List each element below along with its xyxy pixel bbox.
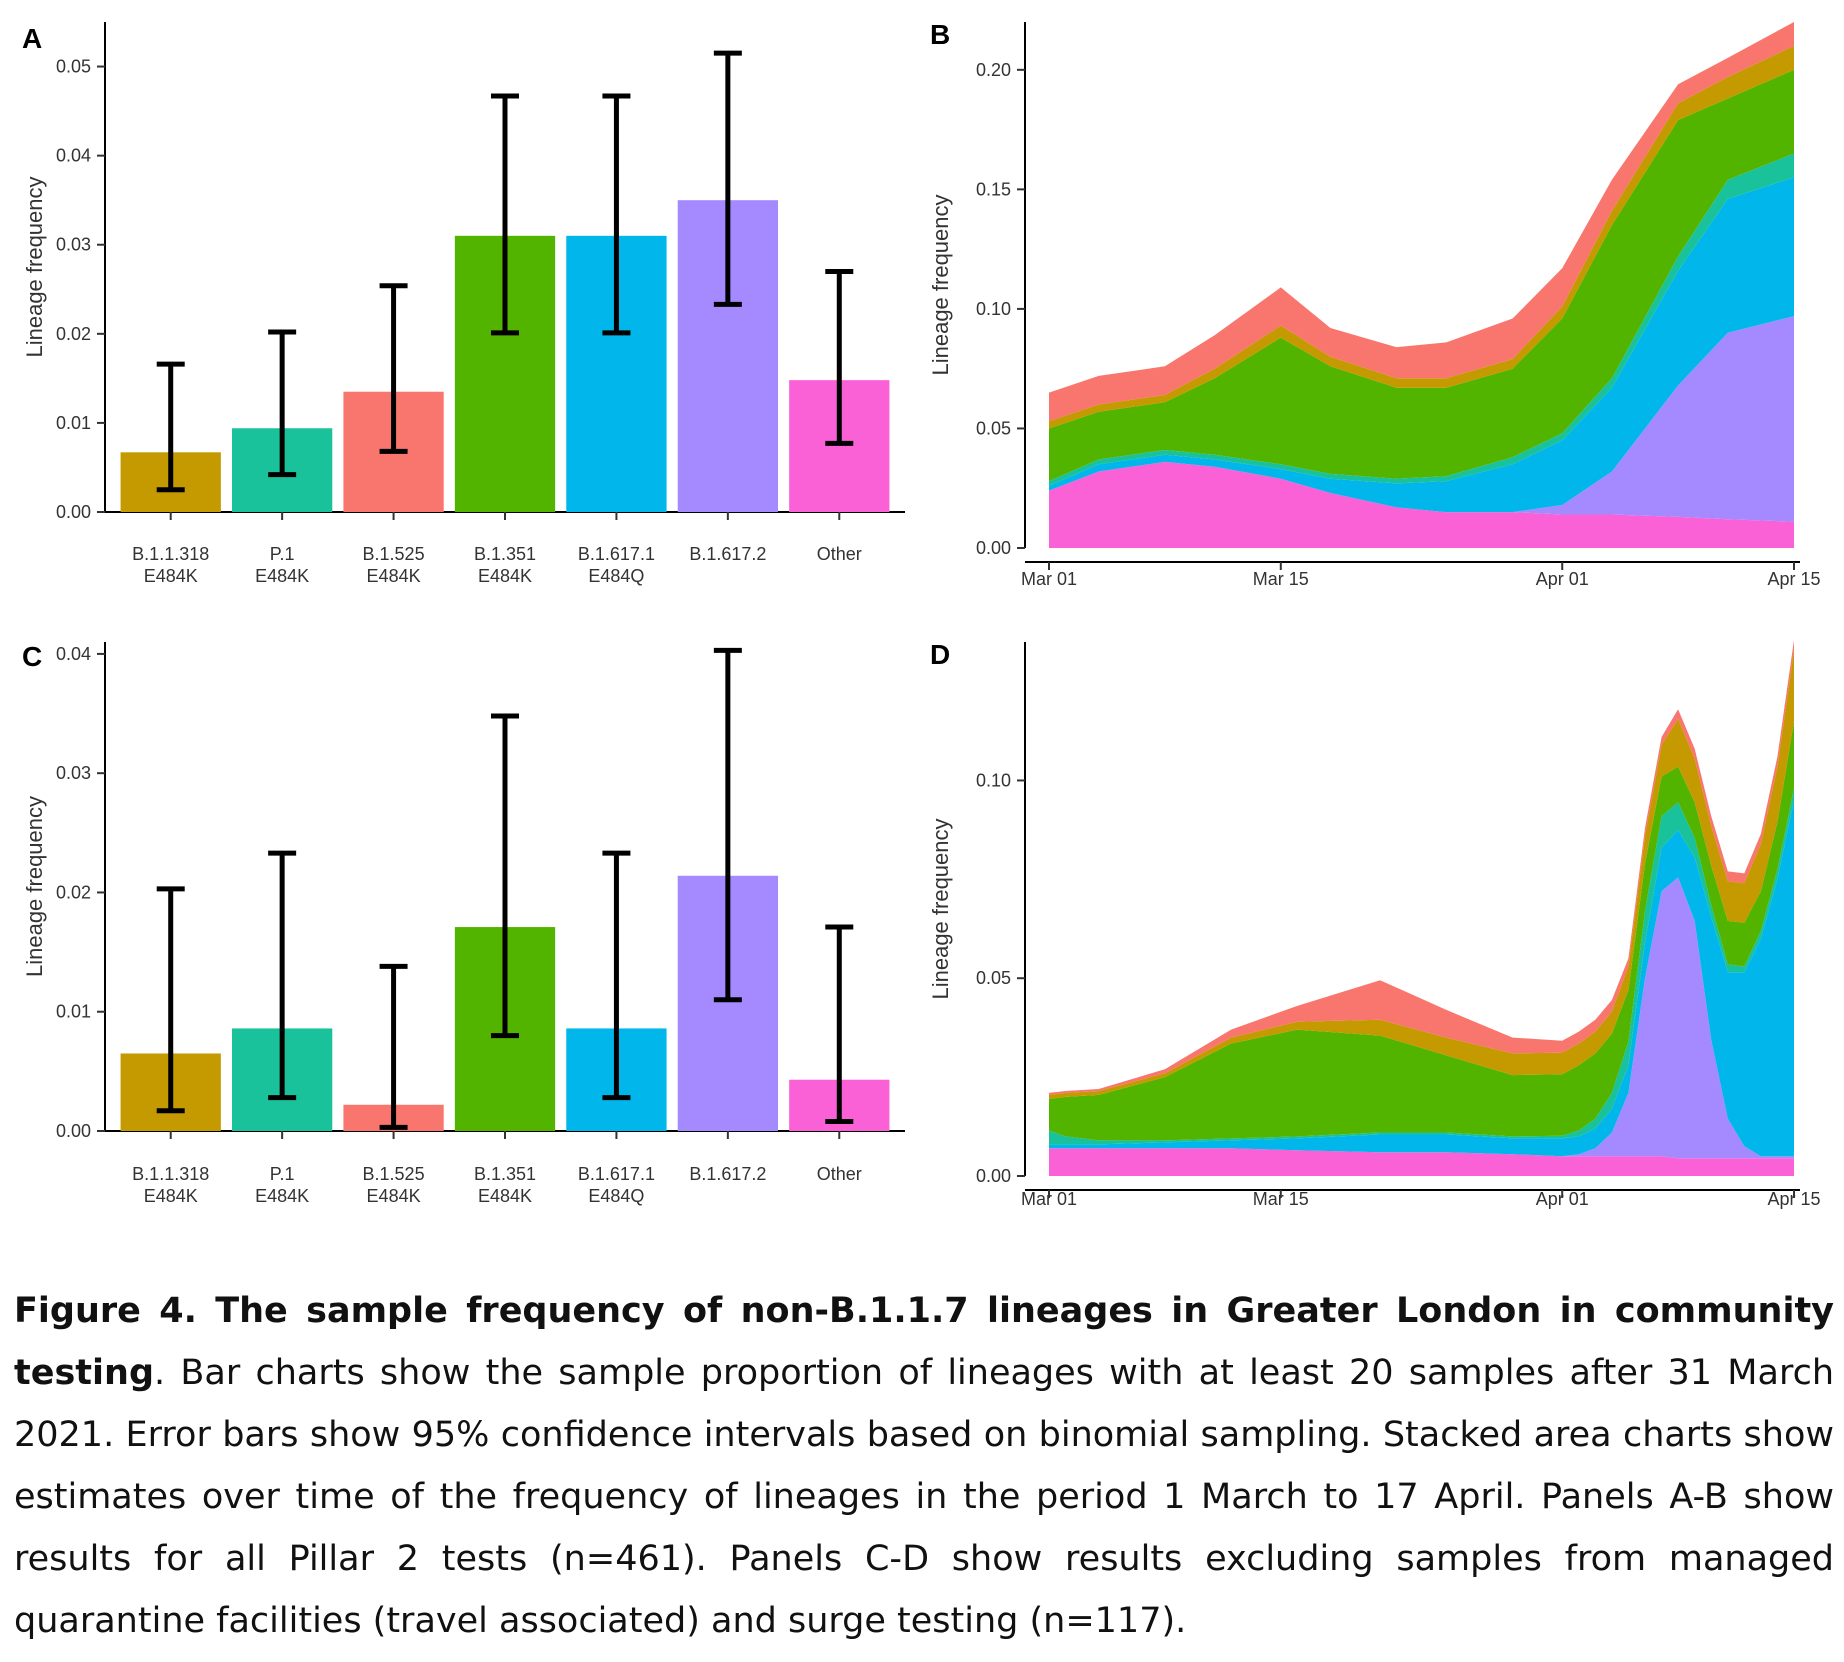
x-tick-label: Apr 15	[1767, 569, 1820, 589]
x-tick-label: P.1	[270, 544, 295, 564]
area-series-1	[1049, 461, 1794, 548]
y-axis-title: Lineage frequency	[22, 176, 47, 357]
panel-d: D 0.00 0.05 0.10 Lineage frequency Mar 01 Mar …	[928, 639, 1821, 1209]
x-tick-label: Apr 01	[1536, 569, 1589, 589]
area-series-2	[1049, 316, 1794, 522]
y-tick-label: 0.02	[56, 324, 91, 344]
y-tick-label: 0.04	[56, 644, 91, 664]
area-series-5	[1049, 721, 1794, 1141]
y-axis-title: Lineage frequency	[928, 818, 953, 999]
x-tick-label: B.1.351	[474, 544, 536, 564]
x-tick-label: B.1.525	[363, 544, 425, 564]
panel-b: B 0.00 0.05 0.10 0.15 0.20 Lineage frequency Ma…	[928, 19, 1821, 589]
area-series-4	[1049, 153, 1794, 486]
x-tick-label: E484K	[255, 1186, 309, 1206]
panel-a: A 0.00 0.01 0.02 0.03 0.04 0.05 Lineage frequen…	[22, 22, 905, 586]
y-tick-label: 0.05	[976, 968, 1011, 988]
x-tick-label: B.1.1.318	[132, 544, 209, 564]
area-series-3	[1049, 800, 1794, 1157]
x-tick-label: Mar 15	[1253, 1189, 1309, 1209]
y-axis-title: Lineage frequency	[928, 194, 953, 375]
x-tick-label: Mar 01	[1021, 1189, 1077, 1209]
y-tick-label: 0.01	[56, 1002, 91, 1022]
y-tick-label: 0.10	[976, 770, 1011, 790]
x-tick-label: E484Q	[588, 566, 644, 586]
panel-letter-b: B	[930, 19, 950, 50]
x-tick-label: B.1.617.1	[578, 1164, 655, 1184]
x-tick-label: B.1.617.2	[689, 1164, 766, 1184]
x-tick-label: Apr 01	[1536, 1189, 1589, 1209]
x-tick-label: E484K	[367, 566, 421, 586]
y-tick-label: 0.10	[976, 299, 1011, 319]
x-tick-label: Mar 01	[1021, 569, 1077, 589]
figure-4: A 0.00 0.01 0.02 0.03 0.04 0.05 Lineage frequen…	[22, 19, 1821, 1209]
y-tick-label: 0.00	[976, 1166, 1011, 1186]
y-axis-title: Lineage frequency	[22, 796, 47, 977]
x-tick-label: Other	[817, 1164, 862, 1184]
area-series-7	[1049, 22, 1794, 422]
area-series-1	[1049, 1148, 1794, 1176]
x-tick-label: P.1	[270, 1164, 295, 1184]
x-tick-label: E484K	[255, 566, 309, 586]
y-tick-label: 0.02	[56, 882, 91, 902]
x-tick-label: B.1.617.2	[689, 544, 766, 564]
y-tick-label: 0.01	[56, 413, 91, 433]
figure-caption: Figure 4. The sample frequency of non-B.…	[14, 1280, 1834, 1652]
x-tick-label: B.1.617.1	[578, 544, 655, 564]
x-tick-label: Other	[817, 544, 862, 564]
y-tick-label: 0.15	[976, 179, 1011, 199]
y-tick-label: 0.03	[56, 763, 91, 783]
y-tick-label: 0.00	[976, 538, 1011, 558]
y-tick-label: 0.03	[56, 235, 91, 255]
y-tick-label: 0.04	[56, 146, 91, 166]
x-tick-label: E484K	[144, 1186, 198, 1206]
y-tick-label: 0.05	[56, 57, 91, 77]
x-tick-label: Mar 15	[1253, 569, 1309, 589]
x-tick-label: E484K	[478, 566, 532, 586]
area-series-6	[1049, 45, 1794, 429]
x-tick-label: B.1.525	[363, 1164, 425, 1184]
area-series-2	[1049, 877, 1794, 1159]
x-tick-label: B.1.351	[474, 1164, 536, 1184]
area-series-7	[1049, 640, 1794, 1095]
area-series-5	[1049, 69, 1794, 482]
panel-letter-a: A	[22, 23, 42, 54]
x-tick-label: E484Q	[588, 1186, 644, 1206]
x-tick-label: E484K	[367, 1186, 421, 1206]
x-tick-label: E484K	[144, 566, 198, 586]
y-tick-label: 0.00	[56, 1121, 91, 1141]
y-tick-label: 0.20	[976, 60, 1011, 80]
caption-title: Figure 4. The sample frequency of non-B.…	[14, 1291, 1834, 1393]
area-series-3	[1049, 177, 1794, 513]
panel-letter-d: D	[930, 639, 950, 670]
y-tick-label: 0.00	[56, 502, 91, 522]
x-tick-label: B.1.1.318	[132, 1164, 209, 1184]
x-tick-label: Apr 15	[1767, 1189, 1820, 1209]
x-tick-label: E484K	[478, 1186, 532, 1206]
caption-body: . Bar charts show the sample proportion …	[14, 1353, 1834, 1641]
panel-letter-c: C	[22, 641, 42, 672]
y-tick-label: 0.05	[976, 418, 1011, 438]
panel-c: C 0.00 0.01 0.02 0.03 0.04 Lineage frequency B.…	[22, 641, 905, 1206]
